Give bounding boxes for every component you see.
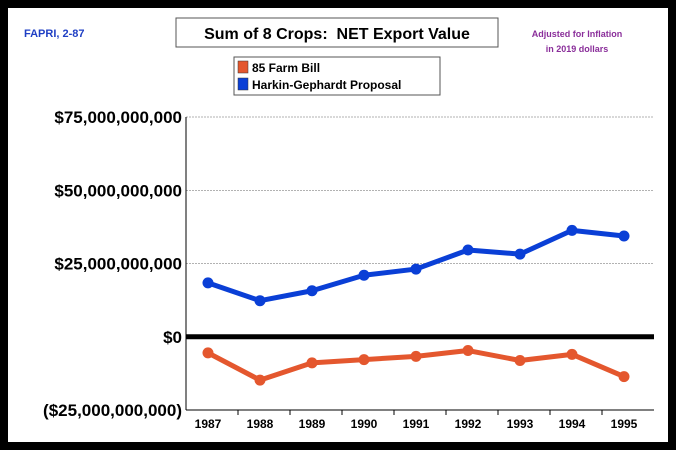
x-tick-label: 1992 — [455, 417, 482, 431]
x-tick-label: 1989 — [299, 417, 326, 431]
data-point — [410, 350, 422, 362]
data-point — [254, 374, 266, 386]
x-tick-label: 1993 — [507, 417, 534, 431]
data-point — [254, 295, 266, 307]
data-point — [618, 230, 630, 242]
data-point — [514, 248, 526, 260]
x-tick-label: 1994 — [559, 417, 586, 431]
source-note: FAPRI, 2-87 — [24, 28, 85, 40]
data-point — [306, 285, 318, 297]
x-tick-label: 1987 — [195, 417, 222, 431]
legend-swatch — [237, 77, 249, 91]
inflation-note-line1: Adjusted for Inflation — [532, 29, 623, 39]
legend-label: Harkin-Gephardt Proposal — [252, 78, 401, 92]
inflation-note-line2: in 2019 dollars — [546, 44, 609, 54]
x-tick-label: 1991 — [403, 417, 430, 431]
data-point — [202, 347, 214, 359]
chart-title: Sum of 8 Crops: NET Export Value — [204, 26, 470, 43]
y-tick-label: $75,000,000,000 — [54, 108, 182, 127]
y-tick-label: $25,000,000,000 — [54, 255, 182, 274]
data-point — [514, 354, 526, 366]
legend-box — [233, 56, 441, 96]
data-point — [306, 357, 318, 369]
data-point — [462, 345, 474, 357]
legend-swatch — [237, 60, 249, 74]
y-tick-label: ($25,000,000,000) — [43, 401, 182, 420]
data-point — [618, 371, 630, 383]
legend-label: 85 Farm Bill — [252, 61, 320, 75]
data-point — [566, 224, 578, 236]
title-box — [175, 17, 499, 48]
data-point — [358, 354, 370, 366]
legend: 85 Farm Bill Harkin-Gephardt Proposal — [233, 56, 441, 96]
x-tick-label: 1988 — [247, 417, 274, 431]
data-point — [358, 269, 370, 281]
data-point — [566, 348, 578, 360]
data-point — [202, 277, 214, 289]
data-point — [410, 263, 422, 275]
y-tick-label: $0 — [163, 328, 182, 347]
x-tick-label: 1990 — [351, 417, 378, 431]
x-tick-label: 1995 — [611, 417, 638, 431]
y-tick-label: $50,000,000,000 — [54, 181, 182, 200]
data-point — [462, 244, 474, 256]
